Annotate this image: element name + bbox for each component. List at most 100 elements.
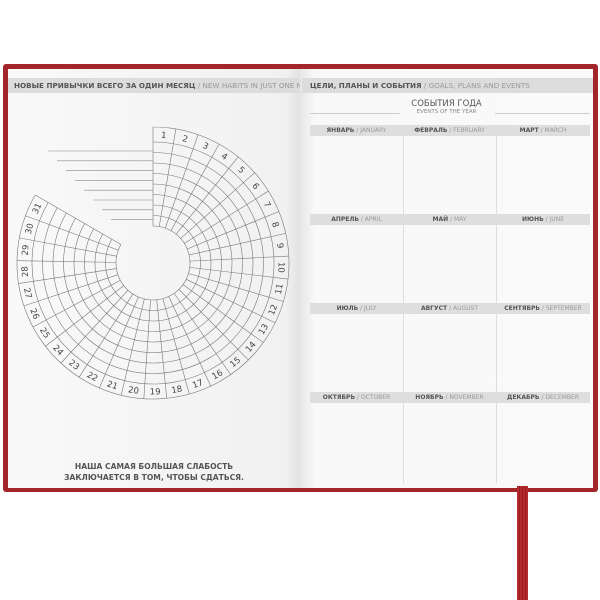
quote: НАША САМАЯ БОЛЬШАЯ СЛАБОСТЬ ЗАКЛЮЧАЕТСЯ … <box>8 461 300 483</box>
month-header-september: СЕНТЯБРЬ / SEPTEMBER <box>496 302 590 314</box>
day-label: 10 <box>275 262 285 273</box>
ring-line <box>31 141 275 385</box>
day-label: 31 <box>31 202 45 216</box>
month-en: / JUNE <box>545 215 564 223</box>
month-header-january: ЯНВАРЬ / JANUARY <box>310 125 403 136</box>
month-header-june: ИЮНЬ / JUNE <box>496 213 590 225</box>
month-ru: МАЙ <box>432 215 449 223</box>
day-divider <box>17 260 117 263</box>
day-divider <box>189 255 289 262</box>
day-label: 13 <box>257 322 271 336</box>
habit-tracker-wheel: 1 234567891011121314151617181920212223242… <box>16 126 290 400</box>
month-ru: ИЮНЬ <box>522 215 544 223</box>
events-title-ru: СОБЫТИЯ ГОДА <box>411 99 482 109</box>
day-label: 27 <box>21 287 33 300</box>
bookmark-ribbon[interactable] <box>517 486 528 600</box>
day-divider <box>23 274 118 307</box>
habits-header: НОВЫЕ ПРИВЫЧКИ ВСЕГО ЗА ОДИН МЕСЯЦ / NEW… <box>8 78 324 93</box>
day-divider <box>45 285 124 347</box>
goals-header: ЦЕЛИ, ПЛАНЫ И СОБЫТИЯ / GOALS, PLANS AND… <box>302 78 593 93</box>
month-en: / NOVEMBER <box>445 393 484 401</box>
day-divider <box>189 267 289 280</box>
right-page: ЦЕЛИ, ПЛАНЫ И СОБЫТИЯ / GOALS, PLANS AND… <box>300 69 593 488</box>
day-label: 8 <box>269 221 280 229</box>
day-divider <box>120 298 145 396</box>
day-divider <box>180 172 255 239</box>
day-label: 11 <box>274 283 286 296</box>
divider <box>310 113 400 114</box>
month-en: / MARCH <box>540 127 567 134</box>
day-divider <box>162 298 190 395</box>
quote-line-1: НАША САМАЯ БОЛЬШАЯ СЛАБОСТЬ <box>74 462 234 471</box>
day-divider <box>178 289 249 361</box>
day-label: 6 <box>249 182 260 192</box>
day-label: 7 <box>261 200 272 209</box>
ring-line <box>42 152 264 374</box>
left-page: НОВЫЕ ПРИВЫЧКИ ВСЕГО ЗА ОДИН МЕСЯЦ / NEW… <box>8 69 324 488</box>
month-ru: ИЮЛЬ <box>336 304 359 312</box>
day-divider <box>186 279 276 324</box>
month-en: / SEPTEMBER <box>541 304 582 312</box>
day-divider <box>184 190 269 244</box>
month-header-may: МАЙ / MAY <box>403 213 496 225</box>
day-label: 4 <box>219 151 229 162</box>
month-en: / FEBRUARY <box>449 127 485 134</box>
day-label: 18 <box>171 384 183 396</box>
day-label: 23 <box>66 358 81 373</box>
events-title-en: EVENTS OF THE YEAR <box>416 109 477 115</box>
month-ru: ЯНВАРЬ <box>326 127 355 134</box>
outer-ring <box>16 126 290 400</box>
quote-line-2: ЗАКЛЮЧАЕТСЯ В ТОМ, ЧТОБЫ СДАТЬСЯ. <box>64 473 244 482</box>
events-title: СОБЫТИЯ ГОДА EVENTS OF THE YEAR <box>300 99 593 115</box>
months-grid: ЯНВАРЬ / JANUARY ФЕВРАЛЬ / FEBRUARY МАРТ /… <box>310 125 590 483</box>
day-label: 28 <box>20 266 31 277</box>
day-divider <box>175 156 239 235</box>
day-divider <box>32 280 121 328</box>
month-en: / AUGUST <box>449 304 479 312</box>
goals-header-en: / GOALS, PLANS AND EVENTS <box>423 81 530 90</box>
month-ru: СЕНТЯБРЬ <box>504 304 540 312</box>
ring-line <box>105 215 201 311</box>
month-ru: МАРТ <box>519 127 539 134</box>
day-label: 24 <box>50 343 65 358</box>
month-header-april: АПРЕЛЬ / APRIL <box>310 213 403 225</box>
habits-header-en: / NEW HABITS IN JUST ONE MONTH <box>197 81 324 90</box>
day-label: 21 <box>105 379 118 392</box>
day-label: 3 <box>201 141 210 152</box>
month-en: / OCTOBER <box>356 393 391 401</box>
day-divider <box>78 293 134 378</box>
day-divider <box>164 134 199 229</box>
day-divider <box>143 299 151 399</box>
month-header-august: АВГУСТ / AUGUST <box>403 302 496 314</box>
day-divider <box>156 299 168 399</box>
month-ru: ФЕВРАЛЬ <box>414 127 448 134</box>
month-header-october: ОКТЯБРЬ / OCTOBER <box>310 391 403 403</box>
day-label: 15 <box>228 355 243 370</box>
day-label: 19 <box>150 387 161 397</box>
month-ru: ДЕКАБРЬ <box>506 393 540 401</box>
divider <box>495 113 590 114</box>
day-divider <box>158 128 177 227</box>
month-header-december: ДЕКАБРЬ / DECEMBER <box>496 391 590 403</box>
day-label: 14 <box>244 340 259 355</box>
day-label: 12 <box>267 303 280 317</box>
month-ru: НОЯБРЬ <box>415 393 444 401</box>
day-label: 26 <box>27 307 40 321</box>
month-header-february: ФЕВРАЛЬ / FEBRUARY <box>403 125 496 136</box>
day-divider <box>60 290 129 364</box>
day-divider <box>168 296 212 387</box>
ring-line <box>63 173 243 353</box>
month-en: / JANUARY <box>356 127 387 134</box>
day-label: 29 <box>21 244 32 256</box>
month-header-november: НОЯБРЬ / NOVEMBER <box>403 391 496 403</box>
day-divider <box>25 215 119 251</box>
day-label: 2 <box>181 134 189 145</box>
month-en: / MAY <box>450 215 467 223</box>
day-divider <box>189 233 286 256</box>
month-header-march: МАРТ / MARCH <box>496 125 590 136</box>
day-divider <box>187 211 279 250</box>
habits-header-ru: НОВЫЕ ПРИВЫЧКИ ВСЕГО ЗА ОДИН МЕСЯЦ <box>14 81 196 90</box>
month-header-july: ИЮЛЬ / JULY <box>310 302 403 314</box>
day-label: 16 <box>211 368 225 382</box>
goals-header-ru: ЦЕЛИ, ПЛАНЫ И СОБЫТИЯ <box>310 81 422 90</box>
